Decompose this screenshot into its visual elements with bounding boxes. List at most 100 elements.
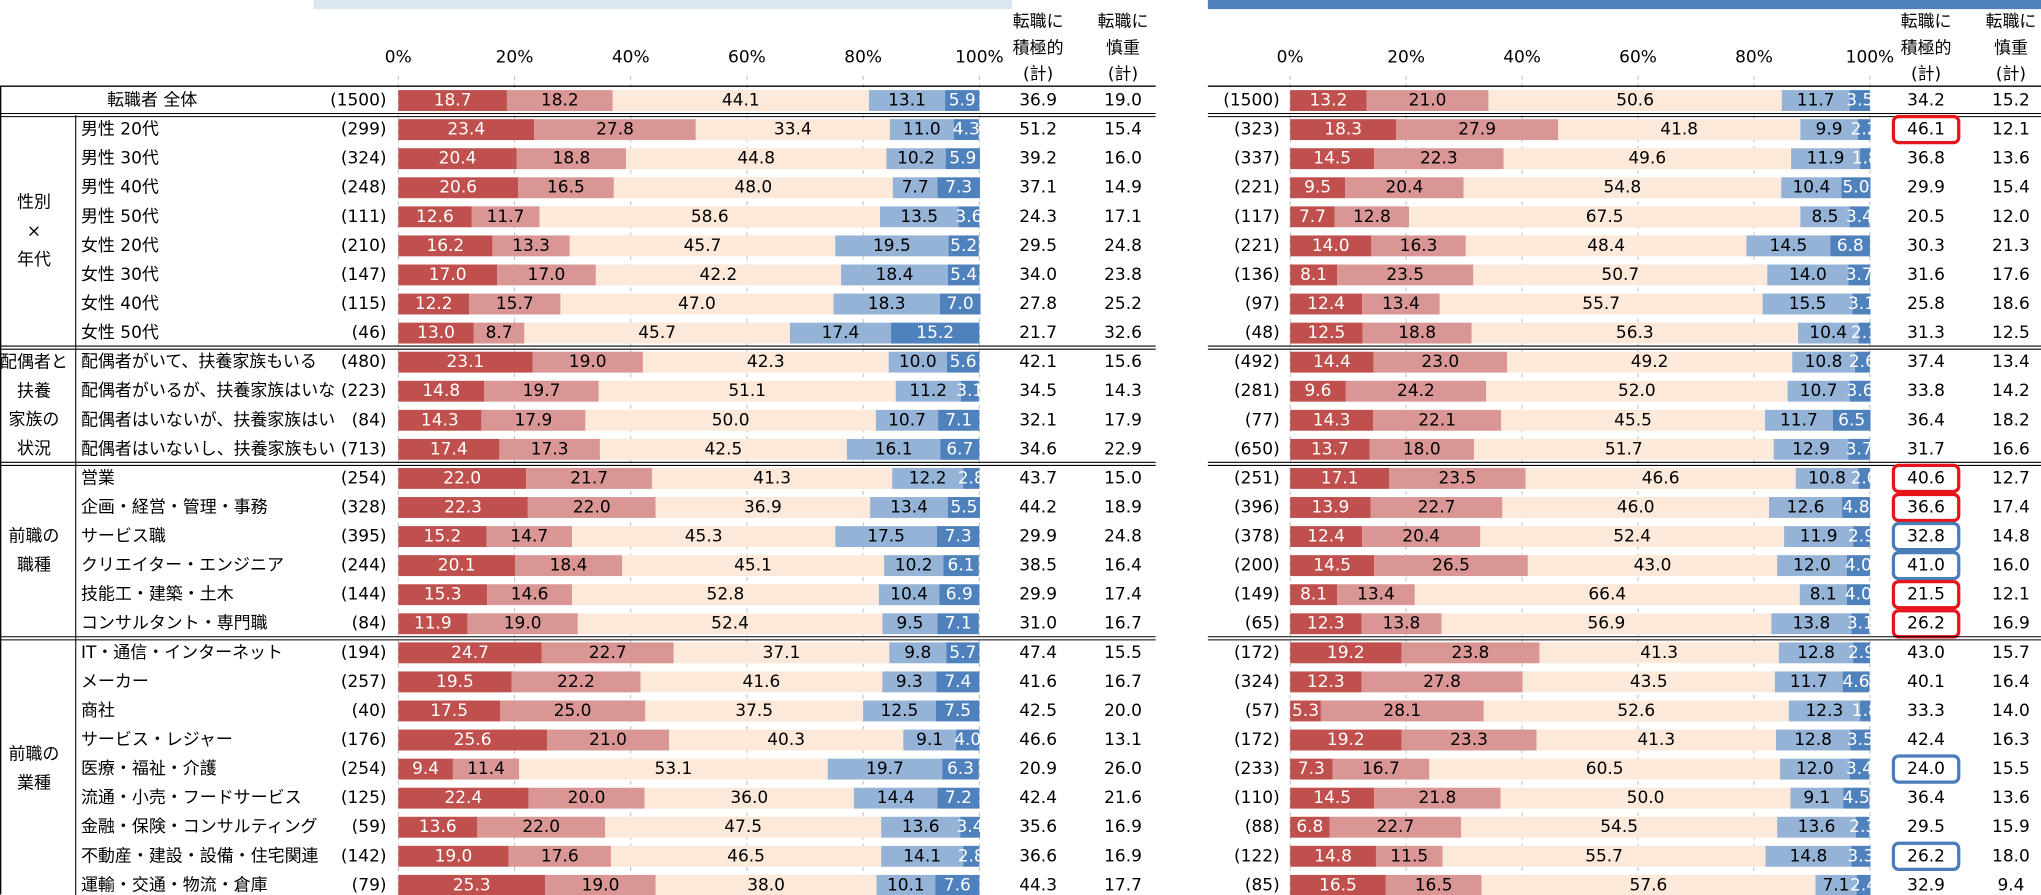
- bar-segment: [487, 584, 573, 606]
- bar-segment: [882, 613, 938, 635]
- value-label: 3.1: [1847, 614, 1874, 634]
- bar-segment: [612, 90, 869, 111]
- bar-segment: [1774, 671, 1843, 693]
- total-value: 16.0: [1104, 149, 1142, 169]
- bar-segment: [835, 526, 937, 548]
- value-label: 2.1: [1851, 323, 1878, 343]
- value-label: 23.8: [1452, 643, 1490, 663]
- bar-segment: [1480, 526, 1785, 548]
- bar-segment: [1290, 293, 1363, 315]
- value-label: 3.7: [1846, 265, 1873, 285]
- bar-segment: [1800, 206, 1850, 228]
- sample-size: (233): [1234, 759, 1280, 779]
- value-label: 52.4: [711, 614, 749, 634]
- value-label: 5.0: [1843, 178, 1870, 198]
- value-label: 13.8: [1792, 614, 1830, 634]
- bar-segment: [945, 90, 980, 111]
- value-label: 36.0: [730, 788, 768, 808]
- total-value: 36.4: [1907, 410, 1945, 430]
- value-label: 11.5: [1390, 846, 1428, 866]
- value-label: 14.0: [1312, 236, 1350, 256]
- total-value: 41.0: [1907, 556, 1945, 576]
- total-value: 23.8: [1104, 265, 1142, 285]
- bar-segment: [519, 758, 828, 780]
- value-label: 15.2: [424, 527, 462, 547]
- sample-size: (492): [1234, 352, 1280, 372]
- bar-segment: [481, 409, 586, 431]
- bar-segment: [1778, 642, 1854, 664]
- value-label: 8.7: [486, 323, 513, 343]
- bar-segment: [645, 700, 864, 722]
- value-label: 15.5: [1789, 294, 1827, 314]
- row-label: サービス・レジャー: [81, 730, 233, 750]
- bar-segment: [541, 642, 674, 664]
- row-label: 営業: [81, 468, 115, 488]
- total-value: 16.9: [1992, 614, 2030, 634]
- sample-size: (117): [1234, 207, 1280, 227]
- value-label: 14.0: [1789, 265, 1827, 285]
- sample-size: (110): [1234, 788, 1280, 808]
- column-header: 積極的: [1013, 38, 1064, 58]
- row-label: 配偶者はいないし、扶養家族もい: [81, 439, 335, 459]
- sample-size: (57): [1245, 701, 1280, 721]
- bar-segment: [1389, 467, 1526, 489]
- column-header: 転職に: [1098, 12, 1149, 32]
- total-value: 18.0: [1992, 846, 2030, 866]
- sample-size: (172): [1234, 643, 1280, 663]
- row-label: 配偶者がいて、扶養家族もいる: [81, 352, 317, 372]
- value-label: 10.2: [895, 556, 933, 576]
- bar-segment: [1361, 613, 1442, 635]
- bar-segment: [888, 351, 947, 373]
- bar-segment: [880, 206, 959, 228]
- bar-segment: [1846, 584, 1870, 606]
- value-label: 22.7: [589, 643, 627, 663]
- total-value: 40.6: [1907, 468, 1945, 488]
- value-label: 20.0: [568, 788, 606, 808]
- value-label: 26.5: [1432, 556, 1470, 576]
- bar-segment: [1781, 177, 1842, 199]
- bar-segment: [1851, 845, 1871, 867]
- value-label: 22.0: [522, 817, 560, 837]
- bar-segment: [1795, 467, 1859, 489]
- value-label: 19.0: [569, 352, 607, 372]
- bar-segment: [655, 497, 871, 518]
- bar-segment: [1370, 497, 1503, 518]
- value-label: 8.1: [1300, 585, 1327, 605]
- total-value: 13.6: [1992, 788, 2030, 808]
- value-label: 14.6: [511, 585, 549, 605]
- value-label: 6.9: [946, 585, 973, 605]
- value-label: 21.0: [589, 730, 627, 750]
- value-label: 14.5: [1313, 556, 1351, 576]
- bar-segment: [1471, 322, 1799, 344]
- sample-size: (395): [341, 527, 387, 547]
- bar-segment: [398, 235, 493, 257]
- value-label: 18.3: [868, 294, 906, 314]
- sample-size: (323): [1234, 120, 1280, 140]
- bar-segment: [398, 119, 535, 141]
- row-label: 医療・福祉・介護: [81, 759, 217, 779]
- sample-size: (713): [341, 439, 387, 459]
- value-label: 8.1: [1810, 585, 1837, 605]
- value-label: 7.3: [945, 178, 972, 198]
- sample-size: (223): [341, 381, 387, 401]
- bar-segment: [508, 845, 611, 867]
- value-label: 21.0: [1409, 91, 1447, 111]
- bar-segment: [398, 438, 500, 460]
- row-label: 女性 50代: [81, 323, 159, 343]
- value-label: 2.0: [1851, 468, 1878, 488]
- value-label: 24.7: [451, 643, 489, 663]
- value-label: 3.5: [1847, 730, 1874, 750]
- bar-segment: [534, 119, 696, 141]
- bar-segment: [471, 206, 540, 228]
- value-label: 13.4: [1382, 294, 1420, 314]
- bar-segment: [958, 206, 980, 228]
- total-value: 37.1: [1019, 178, 1057, 198]
- total-value: 41.6: [1019, 672, 1057, 692]
- value-label: 10.8: [1808, 468, 1846, 488]
- value-label: 37.1: [763, 643, 801, 663]
- value-label: 7.7: [1299, 207, 1326, 227]
- value-label: 16.2: [426, 236, 464, 256]
- total-value: 42.1: [1019, 352, 1057, 372]
- bar-segment: [1843, 787, 1870, 809]
- total-value: 29.5: [1019, 236, 1057, 256]
